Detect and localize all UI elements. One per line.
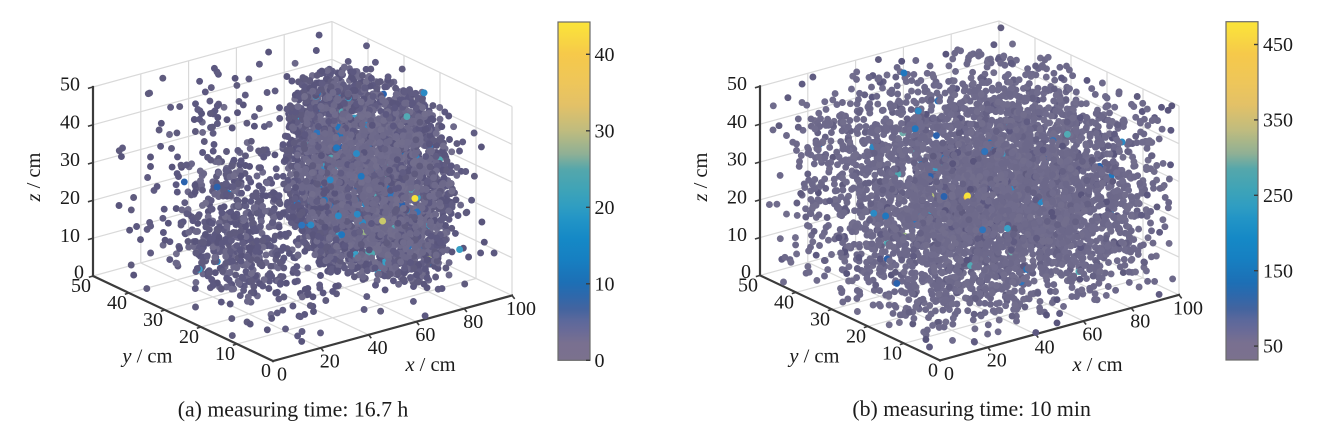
svg-text:20: 20 xyxy=(987,350,1007,372)
svg-text:100: 100 xyxy=(1173,297,1203,319)
svg-text:20: 20 xyxy=(60,187,80,209)
svg-text:20: 20 xyxy=(595,197,615,219)
svg-text:40: 40 xyxy=(595,44,615,66)
svg-text:z / cm: z / cm xyxy=(690,152,712,202)
svg-text:80: 80 xyxy=(463,311,483,333)
svg-text:250: 250 xyxy=(1263,185,1293,207)
svg-text:20: 20 xyxy=(846,325,866,347)
svg-text:10: 10 xyxy=(727,224,747,246)
svg-text:0: 0 xyxy=(261,360,271,382)
svg-text:30: 30 xyxy=(595,120,615,142)
svg-text:40: 40 xyxy=(1035,337,1055,359)
svg-text:0: 0 xyxy=(74,262,84,284)
svg-text:0: 0 xyxy=(277,363,287,385)
svg-text:150: 150 xyxy=(1263,260,1293,282)
svg-text:350: 350 xyxy=(1263,110,1293,132)
svg-text:100: 100 xyxy=(506,298,536,320)
svg-text:50: 50 xyxy=(727,73,747,95)
svg-text:80: 80 xyxy=(1130,310,1150,332)
svg-text:x / cm: x / cm xyxy=(1071,354,1122,376)
svg-text:0: 0 xyxy=(595,350,605,372)
svg-text:30: 30 xyxy=(727,149,747,171)
svg-text:20: 20 xyxy=(727,186,747,208)
svg-text:450: 450 xyxy=(1263,34,1293,56)
svg-text:50: 50 xyxy=(60,74,80,96)
svg-text:30: 30 xyxy=(60,149,80,171)
svg-text:0: 0 xyxy=(741,261,751,283)
svg-text:20: 20 xyxy=(179,326,199,348)
svg-text:30: 30 xyxy=(810,308,830,330)
svg-text:0: 0 xyxy=(928,359,938,381)
svg-text:z / cm: z / cm xyxy=(23,152,45,202)
svg-text:50: 50 xyxy=(738,274,758,296)
svg-text:60: 60 xyxy=(415,324,435,346)
svg-text:40: 40 xyxy=(368,337,388,359)
svg-text:40: 40 xyxy=(60,111,80,133)
svg-text:y / cm: y / cm xyxy=(787,345,839,367)
svg-text:10: 10 xyxy=(882,342,902,364)
svg-text:40: 40 xyxy=(727,111,747,133)
svg-text:40: 40 xyxy=(774,291,794,313)
svg-text:y / cm: y / cm xyxy=(120,345,172,367)
svg-text:10: 10 xyxy=(215,343,235,365)
svg-text:60: 60 xyxy=(1082,324,1102,346)
svg-text:0: 0 xyxy=(944,363,954,385)
svg-text:50: 50 xyxy=(1263,336,1283,358)
svg-text:10: 10 xyxy=(60,225,80,247)
svg-text:50: 50 xyxy=(71,275,91,297)
svg-text:x / cm: x / cm xyxy=(404,354,455,376)
svg-text:40: 40 xyxy=(107,292,127,314)
svg-text:30: 30 xyxy=(143,309,163,331)
svg-text:10: 10 xyxy=(595,273,615,295)
svg-text:20: 20 xyxy=(320,350,340,372)
svg-text:(a) measuring time: 16.7 h: (a) measuring time: 16.7 h xyxy=(178,397,409,421)
svg-text:(b) measuring time: 10 min: (b) measuring time: 10 min xyxy=(852,397,1091,421)
